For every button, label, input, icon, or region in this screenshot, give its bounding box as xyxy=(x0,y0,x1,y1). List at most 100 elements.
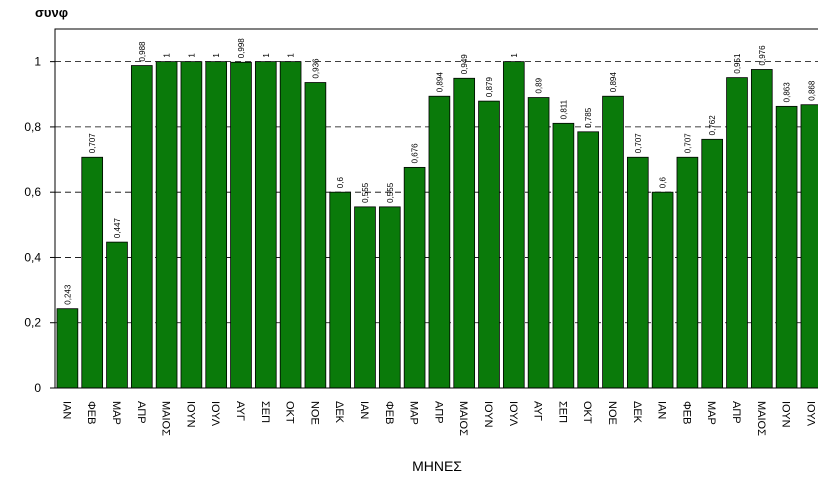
x-tick-label: ΑΥΓ xyxy=(234,401,246,421)
bar xyxy=(180,61,203,389)
bar xyxy=(701,138,724,389)
x-tick-label: ΙΑΝ xyxy=(656,401,668,419)
bar xyxy=(552,122,575,389)
value-label: 0,936 xyxy=(311,58,320,79)
x-tick-label: ΣΕΠ xyxy=(259,401,271,423)
value-label: 0,951 xyxy=(733,53,742,74)
x-tick-label: ΑΠΡ xyxy=(730,401,742,424)
y-tick-label: 1 xyxy=(34,55,41,69)
bar xyxy=(453,77,476,389)
value-label: 0,555 xyxy=(386,182,395,203)
bar xyxy=(106,241,128,389)
bar xyxy=(775,105,798,389)
bar xyxy=(626,156,649,389)
y-tick-label: 0,6 xyxy=(24,185,41,199)
bar xyxy=(155,61,178,389)
bar xyxy=(527,97,550,389)
x-tick-label: ΦΕΒ xyxy=(85,401,97,424)
x-tick-label: ΦΕΒ xyxy=(680,401,692,424)
value-label: 1 xyxy=(262,53,271,58)
x-tick-label: ΙΟΥΛ xyxy=(507,401,519,427)
x-tick-label: ΜΑΡ xyxy=(110,401,122,425)
value-label: 0,811 xyxy=(559,99,568,119)
x-tick-label: ΙΑΝ xyxy=(358,401,370,419)
x-tick-label: ΟΚΤ xyxy=(581,401,593,424)
bar xyxy=(254,61,277,389)
plot-frame xyxy=(54,28,818,389)
bar xyxy=(602,95,624,389)
bar xyxy=(81,156,104,389)
value-label: 1 xyxy=(187,53,196,58)
bar xyxy=(577,131,600,389)
x-tick-label: ΙΟΥΝ xyxy=(184,401,196,428)
bar xyxy=(329,191,352,389)
value-label: 1 xyxy=(510,53,519,58)
x-axis-label: ΜΗΝΕΣ xyxy=(412,458,462,474)
bar xyxy=(726,77,748,389)
bar xyxy=(56,308,79,389)
x-tick-label: ΟΚΤ xyxy=(284,401,296,424)
bar xyxy=(304,82,327,389)
x-tick-label: ΑΥΓ xyxy=(532,401,544,421)
bar xyxy=(428,95,451,389)
value-label: 0,89 xyxy=(535,77,544,93)
value-label: 1 xyxy=(212,53,221,58)
bar xyxy=(800,104,818,389)
x-tick-label: ΜΑΡ xyxy=(705,401,717,425)
value-label: 0,707 xyxy=(683,133,692,154)
x-tick-label: ΜΑΙΟΣ xyxy=(160,401,172,436)
y-tick-label: 0,8 xyxy=(24,120,41,134)
bar xyxy=(354,206,376,389)
value-label: 0,976 xyxy=(758,45,767,66)
value-label: 0,707 xyxy=(634,133,643,154)
x-tick-label: ΙΟΥΛ xyxy=(804,401,816,427)
bar xyxy=(205,61,228,389)
bar xyxy=(502,61,525,389)
x-tick-label: ΜΑΡ xyxy=(408,401,420,425)
value-label: 0,863 xyxy=(783,82,792,103)
y-tick-label: 0,4 xyxy=(24,250,41,264)
value-label: 0,894 xyxy=(609,72,618,93)
value-label: 0,785 xyxy=(584,107,593,128)
bar xyxy=(130,65,153,389)
x-tick-label: ΙΟΥΝ xyxy=(482,401,494,428)
x-tick-label: ΝΟΕ xyxy=(308,401,320,425)
y-tick-label: 0 xyxy=(34,381,41,395)
value-label: 0,6 xyxy=(659,177,668,189)
value-label: 0,879 xyxy=(485,77,494,98)
x-tick-label: ΑΠΡ xyxy=(432,401,444,424)
x-tick-label: ΝΟΕ xyxy=(606,401,618,425)
x-tick-label: ΙΟΥΝ xyxy=(780,401,792,428)
bar xyxy=(676,156,699,389)
value-label: 0,988 xyxy=(138,41,147,62)
value-label: 0,868 xyxy=(807,80,816,101)
value-label: 0,555 xyxy=(361,182,370,203)
value-label: 0,676 xyxy=(411,143,420,164)
value-label: 1 xyxy=(163,53,172,58)
value-label: 0,949 xyxy=(460,54,469,75)
value-label: 1 xyxy=(287,53,296,58)
value-label: 0,894 xyxy=(435,72,444,93)
value-label: 0,243 xyxy=(63,284,72,305)
bar xyxy=(279,61,302,389)
bar xyxy=(750,69,773,389)
chart-title: συνφ xyxy=(35,5,68,20)
x-tick-label: ΜΑΙΟΣ xyxy=(457,401,469,436)
value-label: 0,447 xyxy=(113,218,122,239)
bar xyxy=(378,206,401,389)
x-tick-label: ΔΕΚ xyxy=(631,401,643,424)
x-tick-label: ΙΟΥΛ xyxy=(209,401,221,427)
bar xyxy=(478,100,500,389)
x-tick-label: ΙΑΝ xyxy=(60,401,72,419)
y-tick-label: 0,2 xyxy=(24,316,41,330)
bar xyxy=(651,191,674,389)
x-tick-label: ΑΠΡ xyxy=(135,401,147,424)
value-label: 0,998 xyxy=(237,38,246,59)
bar xyxy=(230,61,252,389)
bar xyxy=(403,166,426,389)
x-tick-label: ΣΕΠ xyxy=(556,401,568,423)
value-label: 0,762 xyxy=(708,115,717,136)
x-tick-label: ΔΕΚ xyxy=(333,401,345,424)
value-label: 0,707 xyxy=(88,133,97,154)
